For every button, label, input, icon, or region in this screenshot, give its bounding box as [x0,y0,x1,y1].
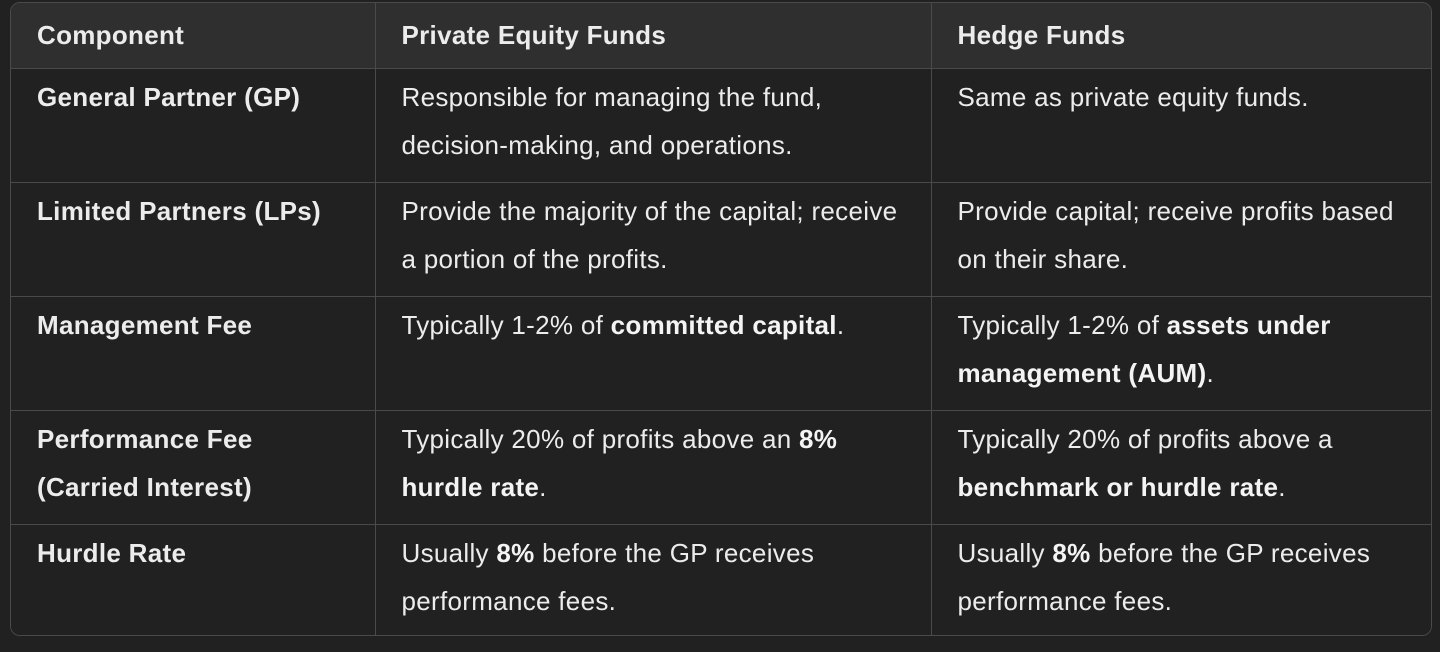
cell-text: . [836,309,845,340]
hedge-fund-cell: Typically 20% of profits above a benchma… [931,410,1431,525]
hedge-fund-cell: Provide capital; receive profits based o… [931,182,1431,297]
cell-text: Provide capital; receive profits based o… [957,195,1394,274]
component-cell: Hurdle Rate [11,524,376,635]
cell-text: Usually [401,537,497,568]
private-equity-cell: Typically 20% of profits above an 8% hur… [375,410,932,525]
cell-text: Same as private equity funds. [957,81,1309,112]
cell-text: . [1206,357,1214,388]
hedge-fund-cell: Same as private equity funds. [931,68,1431,183]
table-row: Performance Fee (Carried Interest) Typica… [11,410,1431,525]
cell-text: Provide the majority of the capital; rec… [401,195,898,274]
cell-text: . [539,471,547,502]
private-equity-cell: Typically 1-2% of committed capital. [375,296,932,411]
component-cell: Management Fee [11,296,376,411]
table-row: Hurdle Rate Usually 8% before the GP rece… [11,524,1431,635]
table-row: Management Fee Typically 1-2% of committe… [11,296,1431,411]
cell-text: Usually [957,537,1053,568]
component-cell: General Partner (GP) [11,68,376,183]
private-equity-cell: Responsible for managing the fund, decis… [375,68,932,183]
comparison-table-container: Component Private Equity Funds Hedge Fun… [10,2,1432,636]
cell-text: Responsible for managing the fund, decis… [401,81,823,160]
comparison-table: Component Private Equity Funds Hedge Fun… [11,3,1431,635]
cell-text: Typically 1-2% of [401,309,611,340]
bold-text: 8% [1052,537,1091,568]
bold-text: committed capital [610,309,837,340]
hedge-fund-cell: Typically 1-2% of assets under managemen… [931,296,1431,411]
private-equity-cell: Usually 8% before the GP receives perfor… [375,524,932,635]
table-header-row: Component Private Equity Funds Hedge Fun… [11,3,1431,69]
cell-text: Typically 20% of profits above an [401,423,800,454]
header-component: Component [11,3,376,69]
cell-text: before the GP receives performance fees. [401,537,815,616]
header-hedge-funds: Hedge Funds [931,3,1431,69]
bold-text: assets under management (AUM) [957,309,1331,388]
table-row: Limited Partners (LPs) Provide the majori… [11,182,1431,297]
cell-text: . [1278,471,1286,502]
cell-text: before the GP receives performance fees. [957,537,1371,616]
bold-text: 8% [496,537,535,568]
component-cell: Performance Fee (Carried Interest) [11,410,376,525]
component-cell: Limited Partners (LPs) [11,182,376,297]
bold-text: benchmark or hurdle rate [957,471,1279,502]
hedge-fund-cell: Usually 8% before the GP receives perfor… [931,524,1431,635]
cell-text: Typically 20% of profits above a [957,423,1333,454]
table-row: General Partner (GP) Responsible for mana… [11,68,1431,183]
bold-text: 8% hurdle rate [401,423,838,502]
header-private-equity-funds: Private Equity Funds [375,3,932,69]
private-equity-cell: Provide the majority of the capital; rec… [375,182,932,297]
cell-text: Typically 1-2% of [957,309,1167,340]
